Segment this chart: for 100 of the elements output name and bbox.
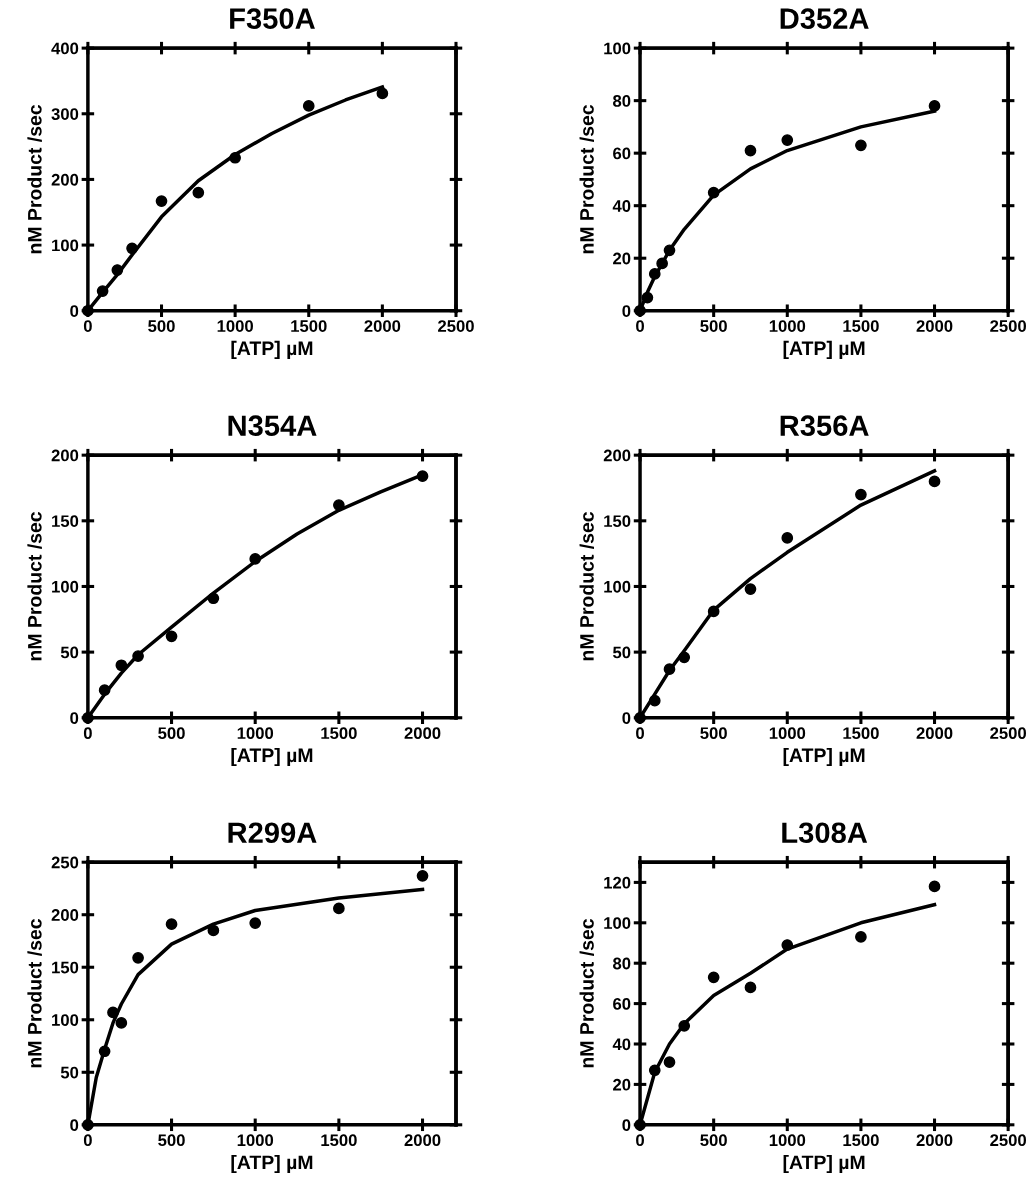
y-axis-title: nM Product /sec bbox=[579, 104, 595, 254]
x-tick-label: 1500 bbox=[843, 727, 879, 740]
y-tick-label: 100 bbox=[52, 580, 79, 593]
point bbox=[707, 971, 720, 984]
point bbox=[634, 1118, 646, 1131]
x-axis-title: [ATP] µM bbox=[231, 1154, 313, 1174]
y-tick-label: 50 bbox=[612, 646, 631, 659]
y-axis-title: nM Product /sec bbox=[27, 918, 42, 1068]
y-tick-label: 0 bbox=[70, 712, 79, 724]
x-axis-title: [ATP] µM bbox=[783, 340, 865, 359]
point bbox=[107, 1006, 119, 1019]
y-tick-label: 120 bbox=[604, 876, 631, 889]
y-tick-label: 0 bbox=[70, 1119, 79, 1132]
x-tick-label: 2000 bbox=[916, 727, 953, 740]
y-axis-title: nM Product /sec bbox=[27, 511, 42, 661]
y-tick-label: 200 bbox=[51, 909, 79, 921]
x-tick-label: 2000 bbox=[364, 320, 401, 332]
y-axis-title: nM Product /sec bbox=[579, 918, 595, 1068]
point bbox=[648, 268, 661, 280]
x-tick-label: 2000 bbox=[404, 727, 441, 740]
x-tick-label: 500 bbox=[700, 320, 727, 332]
point bbox=[416, 870, 429, 882]
y-tick-label: 0 bbox=[622, 305, 631, 317]
y-tick-label: 20 bbox=[613, 1078, 631, 1091]
point bbox=[98, 1045, 111, 1058]
point bbox=[634, 304, 646, 317]
x-axis-title: [ATP] µM bbox=[783, 1154, 865, 1174]
point bbox=[634, 711, 646, 724]
point bbox=[82, 711, 94, 724]
x-tick-label: 1500 bbox=[321, 727, 357, 740]
y-tick-label: 100 bbox=[604, 580, 631, 593]
y-tick-label: 200 bbox=[51, 173, 79, 186]
x-tick-label: 2500 bbox=[990, 320, 1027, 332]
y-tick-label: 200 bbox=[51, 449, 79, 462]
point bbox=[928, 880, 941, 893]
point bbox=[648, 694, 661, 707]
y-tick-label: 100 bbox=[52, 239, 79, 252]
point bbox=[707, 186, 720, 199]
x-axis-title: [ATP] µM bbox=[231, 340, 313, 359]
x-axis-title: [ATP] µM bbox=[783, 747, 865, 767]
x-tick-label: 500 bbox=[158, 1134, 185, 1147]
y-tick-label: 40 bbox=[612, 200, 631, 212]
x-tick-label: 1000 bbox=[769, 1134, 806, 1147]
point bbox=[155, 195, 168, 207]
point bbox=[648, 1064, 661, 1077]
chart-title: R356A bbox=[780, 415, 869, 437]
y-tick-label: 50 bbox=[60, 646, 79, 659]
y-tick-label: 80 bbox=[613, 95, 631, 107]
y-tick-label: 50 bbox=[60, 1066, 79, 1079]
x-tick-label: 1000 bbox=[769, 320, 806, 332]
x-tick-label: 500 bbox=[700, 1134, 727, 1147]
x-tick-label: 1500 bbox=[321, 1134, 357, 1147]
x-tick-label: 1000 bbox=[237, 727, 274, 740]
point bbox=[207, 592, 220, 605]
point bbox=[115, 1017, 128, 1029]
x-tick-label: 500 bbox=[700, 727, 727, 740]
point bbox=[229, 151, 241, 164]
chart-title: N354A bbox=[228, 415, 317, 437]
point bbox=[82, 304, 94, 317]
point bbox=[678, 1019, 691, 1032]
y-tick-label: 150 bbox=[52, 961, 79, 974]
point bbox=[302, 100, 315, 112]
y-tick-label: 100 bbox=[604, 42, 631, 55]
x-tick-label: 1500 bbox=[843, 1134, 879, 1147]
y-tick-label: 150 bbox=[604, 515, 631, 528]
x-tick-label: 2500 bbox=[438, 320, 474, 332]
point bbox=[333, 902, 345, 915]
point bbox=[98, 684, 111, 697]
point bbox=[416, 470, 429, 483]
x-tick-label: 1000 bbox=[769, 727, 806, 740]
x-tick-label: 1500 bbox=[291, 320, 327, 332]
point bbox=[678, 651, 691, 664]
x-tick-label: 500 bbox=[148, 320, 175, 332]
x-tick-label: 0 bbox=[636, 1134, 644, 1147]
x-tick-label: 0 bbox=[636, 727, 644, 740]
point bbox=[663, 663, 676, 676]
point bbox=[165, 918, 178, 931]
y-tick-label: 250 bbox=[51, 856, 79, 869]
y-tick-label: 100 bbox=[52, 1014, 79, 1026]
chart-title: L308A bbox=[782, 822, 868, 844]
point bbox=[641, 291, 654, 304]
x-tick-label: 2000 bbox=[404, 1134, 441, 1147]
y-tick-label: 80 bbox=[613, 957, 631, 970]
x-tick-label: 1000 bbox=[237, 1134, 274, 1147]
point bbox=[376, 87, 389, 100]
y-tick-label: 400 bbox=[51, 42, 79, 55]
point bbox=[928, 100, 941, 112]
point bbox=[663, 1056, 676, 1069]
point bbox=[855, 488, 867, 501]
chart-title: D352A bbox=[780, 8, 869, 29]
point bbox=[928, 475, 941, 488]
y-tick-label: 100 bbox=[604, 917, 631, 929]
x-tick-label: 0 bbox=[636, 320, 644, 332]
point bbox=[744, 981, 757, 994]
point bbox=[781, 134, 794, 146]
x-tick-label: 2500 bbox=[990, 1134, 1027, 1147]
point bbox=[111, 264, 124, 276]
x-tick-label: 0 bbox=[83, 1134, 92, 1147]
point bbox=[656, 257, 668, 270]
point bbox=[744, 144, 757, 157]
